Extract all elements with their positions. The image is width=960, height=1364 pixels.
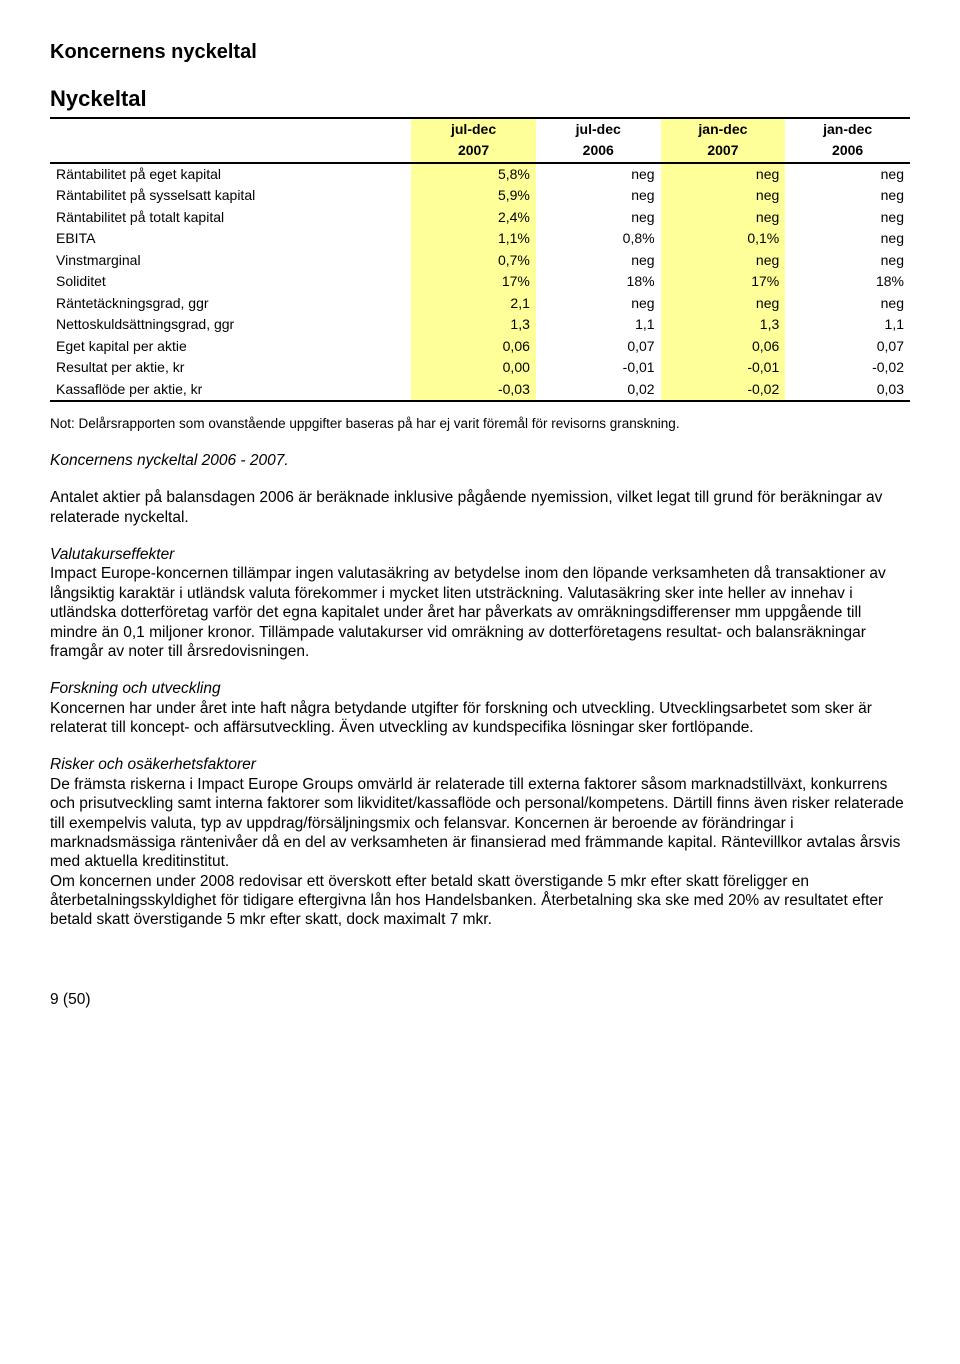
table-row-label: Kassaflöde per aktie, kr [50, 379, 411, 402]
table-row: Soliditet17%18%17%18% [50, 271, 910, 293]
table-header: jul-decjul-decjan-decjan-dec200720062007… [50, 118, 910, 163]
table-row-label: Räntetäckningsgrad, ggr [50, 293, 411, 315]
table-cell: 1,3 [411, 314, 536, 336]
table-cell: 0,07 [785, 336, 910, 358]
table-cell: neg [661, 185, 786, 207]
table-col-subheader: 2006 [536, 140, 661, 163]
table-cell: neg [661, 207, 786, 229]
table-col-subheader: 2006 [785, 140, 910, 163]
table-cell: 0,7% [411, 250, 536, 272]
paragraph-5-heading: Risker och osäkerhetsfaktorer [50, 756, 256, 773]
table-row: Räntabilitet på totalt kapital2,4%negneg… [50, 207, 910, 229]
table-row: Räntabilitet på eget kapital5,8%negnegne… [50, 163, 910, 186]
table-body: Räntabilitet på eget kapital5,8%negnegne… [50, 163, 910, 402]
table-cell: neg [661, 250, 786, 272]
table-row-label: Räntabilitet på sysselsatt kapital [50, 185, 411, 207]
table-col-subheader: 2007 [661, 140, 786, 163]
paragraph-6: Om koncernen under 2008 redovisar ett öv… [50, 872, 910, 930]
table-cell: 1,1% [411, 228, 536, 250]
table-cell: 0,07 [536, 336, 661, 358]
table-cell: 2,1 [411, 293, 536, 315]
table-cell: neg [785, 250, 910, 272]
table-row-label: Soliditet [50, 271, 411, 293]
paragraph-4-heading: Forskning och utveckling [50, 680, 221, 697]
table-cell: 1,3 [661, 314, 786, 336]
page-title: Koncernens nyckeltal [50, 40, 910, 65]
table-cell: neg [785, 163, 910, 186]
table-cell: 0,03 [785, 379, 910, 402]
paragraph-heading-1: Koncernens nyckeltal 2006 - 2007. [50, 451, 910, 470]
table-row: Resultat per aktie, kr0,00-0,01-0,01-0,0… [50, 357, 910, 379]
paragraph-5: Risker och osäkerhetsfaktorer De främsta… [50, 755, 910, 871]
paragraph-2: Antalet aktier på balansdagen 2006 är be… [50, 488, 910, 527]
table-row-label: Räntabilitet på totalt kapital [50, 207, 411, 229]
table-cell: 17% [411, 271, 536, 293]
table-cell: -0,02 [661, 379, 786, 402]
table-cell: neg [536, 207, 661, 229]
table-cell: 2,4% [411, 207, 536, 229]
table-cell: neg [536, 293, 661, 315]
table-row: Räntabilitet på sysselsatt kapital5,9%ne… [50, 185, 910, 207]
table-cell: 0,06 [411, 336, 536, 358]
table-col-header: jan-dec [785, 118, 910, 141]
table-cell: 5,9% [411, 185, 536, 207]
table-cell: neg [785, 207, 910, 229]
paragraph-3-heading: Valutakurseffekter [50, 546, 174, 563]
table-cell: -0,01 [661, 357, 786, 379]
table-col-header: jul-dec [411, 118, 536, 141]
nyckeltal-table: jul-decjul-decjan-decjan-dec200720062007… [50, 117, 910, 403]
table-row-label: Nettoskuldsättningsgrad, ggr [50, 314, 411, 336]
table-header-blank [50, 118, 411, 141]
table-cell: neg [785, 293, 910, 315]
table-cell: 1,1 [536, 314, 661, 336]
table-row-label: Resultat per aktie, kr [50, 357, 411, 379]
table-cell: 1,1 [785, 314, 910, 336]
table-cell: 18% [785, 271, 910, 293]
table-cell: neg [785, 228, 910, 250]
table-cell: neg [536, 185, 661, 207]
table-col-header: jul-dec [536, 118, 661, 141]
table-col-subheader: 2007 [411, 140, 536, 163]
table-cell: neg [661, 293, 786, 315]
table-row: EBITA1,1%0,8%0,1%neg [50, 228, 910, 250]
table-row: Kassaflöde per aktie, kr-0,030,02-0,020,… [50, 379, 910, 402]
table-cell: 0,8% [536, 228, 661, 250]
table-row: Eget kapital per aktie0,060,070,060,07 [50, 336, 910, 358]
table-row-label: Räntabilitet på eget kapital [50, 163, 411, 186]
table-cell: 17% [661, 271, 786, 293]
table-cell: 0,00 [411, 357, 536, 379]
table-cell: 0,1% [661, 228, 786, 250]
table-row-label: EBITA [50, 228, 411, 250]
table-row: Räntetäckningsgrad, ggr2,1negnegneg [50, 293, 910, 315]
table-title: Nyckeltal [50, 85, 910, 113]
table-row: Nettoskuldsättningsgrad, ggr1,31,11,31,1 [50, 314, 910, 336]
table-cell: -0,01 [536, 357, 661, 379]
table-cell: 5,8% [411, 163, 536, 186]
table-row-label: Vinstmarginal [50, 250, 411, 272]
table-cell: neg [536, 250, 661, 272]
paragraph-5-body: De främsta riskerna i Impact Europe Grou… [50, 776, 904, 871]
table-cell: -0,02 [785, 357, 910, 379]
table-cell: -0,03 [411, 379, 536, 402]
page-footer: 9 (50) [50, 990, 910, 1009]
table-cell: neg [536, 163, 661, 186]
table-cell: 0,06 [661, 336, 786, 358]
table-col-header: jan-dec [661, 118, 786, 141]
table-row-label: Eget kapital per aktie [50, 336, 411, 358]
table-cell: neg [785, 185, 910, 207]
paragraph-3: Valutakurseffekter Impact Europe-koncern… [50, 545, 910, 661]
table-cell: neg [661, 163, 786, 186]
table-note: Not: Delårsrapporten som ovanstående upp… [50, 416, 910, 433]
table-cell: 0,02 [536, 379, 661, 402]
paragraph-4: Forskning och utveckling Koncernen har u… [50, 679, 910, 737]
table-cell: 18% [536, 271, 661, 293]
paragraph-3-body: Impact Europe-koncernen tillämpar ingen … [50, 565, 886, 660]
table-row: Vinstmarginal0,7%negnegneg [50, 250, 910, 272]
table-header-blank [50, 140, 411, 163]
paragraph-4-body: Koncernen har under året inte haft några… [50, 700, 872, 736]
